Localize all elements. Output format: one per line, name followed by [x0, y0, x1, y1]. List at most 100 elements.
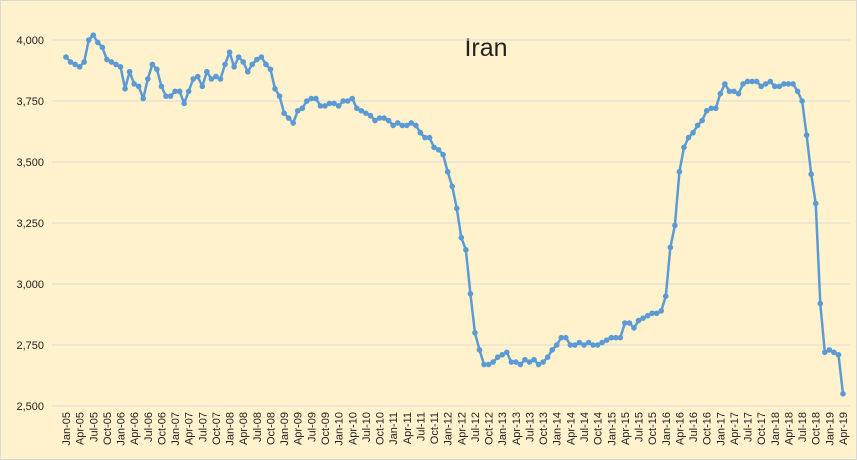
data-point [63, 54, 69, 60]
data-point [163, 93, 169, 99]
data-point [358, 107, 365, 114]
x-tick-label: Apr-12 [456, 412, 468, 445]
data-point [731, 88, 737, 95]
data-point [794, 88, 801, 95]
data-point [658, 308, 665, 314]
data-point [626, 320, 633, 326]
y-tick-label: 2,750 [16, 340, 44, 352]
data-point [662, 293, 669, 300]
data-point [363, 110, 369, 116]
data-point [172, 88, 178, 95]
data-point [231, 64, 237, 70]
data-point [581, 342, 587, 348]
data-point [244, 68, 251, 75]
data-point [567, 342, 574, 348]
x-tick-label: Jul-14 [579, 412, 591, 442]
data-point [390, 122, 396, 129]
data-point [349, 95, 356, 102]
data-point [558, 334, 565, 341]
data-point [322, 103, 328, 109]
data-point [176, 88, 183, 95]
data-point [281, 110, 287, 116]
data-point [354, 105, 360, 112]
data-point [576, 339, 583, 346]
y-tick-label: 3,750 [16, 96, 44, 108]
data-point [822, 349, 828, 356]
data-point [526, 359, 533, 365]
data-point [340, 98, 346, 104]
x-tick-label: Apr-11 [402, 412, 414, 444]
data-point [104, 56, 110, 63]
data-point [181, 100, 187, 107]
x-tick-label: Jan-13 [497, 412, 509, 446]
data-point [308, 95, 315, 102]
x-tick-label: Jan-15 [606, 412, 618, 446]
data-point [190, 76, 197, 82]
x-tick-label: Oct-11 [429, 412, 441, 444]
data-point [135, 83, 142, 90]
data-point [126, 68, 133, 75]
data-point [667, 244, 674, 251]
data-point [313, 95, 319, 102]
data-point [167, 93, 174, 99]
x-tick-label: Jul-09 [306, 412, 318, 442]
data-point [154, 66, 160, 73]
data-point [840, 391, 846, 397]
x-tick-label: Apr-14 [565, 412, 577, 445]
data-point [90, 32, 97, 38]
data-point [249, 61, 256, 68]
data-point [672, 222, 678, 229]
x-tick-label: Jul-08 [252, 412, 264, 442]
data-point [72, 61, 78, 68]
data-point [403, 122, 410, 129]
data-point [817, 300, 824, 307]
data-point [485, 361, 492, 368]
data-point [517, 361, 524, 368]
data-point [744, 78, 751, 85]
data-point [299, 105, 306, 112]
x-tick-label: Jan-18 [770, 412, 782, 446]
x-tick-label: Jan-11 [388, 412, 400, 445]
x-tick-label: Apr-06 [129, 412, 141, 445]
x-tick-label: Jan-06 [116, 412, 128, 446]
data-point [644, 312, 651, 319]
data-point [317, 103, 324, 109]
data-point [185, 88, 192, 95]
data-point [835, 351, 842, 358]
x-tick-label: Jul-17 [743, 412, 755, 442]
data-point [304, 98, 310, 104]
data-point [499, 351, 506, 358]
data-point [749, 78, 755, 85]
data-point [431, 144, 437, 151]
data-point [776, 83, 783, 90]
data-point [635, 317, 642, 324]
data-point [717, 90, 724, 97]
data-point [758, 83, 765, 90]
y-tick-label: 3,250 [16, 218, 44, 230]
data-point [535, 361, 542, 368]
data-point [740, 81, 746, 87]
x-tick-label: Oct-15 [647, 412, 659, 445]
data-point [222, 61, 228, 68]
data-point [690, 129, 696, 136]
data-point [204, 68, 210, 75]
x-tick-label: Oct-08 [265, 412, 277, 445]
x-tick-label: Jul-05 [88, 412, 100, 442]
data-point [290, 120, 296, 126]
x-tick-label: Oct-07 [211, 412, 223, 445]
data-point [426, 134, 433, 141]
x-tick-label: Oct-18 [811, 412, 823, 445]
data-point [254, 56, 260, 63]
x-tick-label: Oct-05 [102, 412, 114, 445]
data-point [267, 66, 274, 73]
x-tick-label: Jul-06 [143, 412, 155, 442]
data-point [762, 81, 769, 87]
x-tick-label: Apr-13 [511, 412, 523, 445]
data-point [199, 83, 206, 90]
data-point [472, 330, 478, 336]
data-point [790, 81, 796, 87]
x-tick-label: Oct-06 [156, 412, 168, 445]
data-point [235, 54, 242, 60]
